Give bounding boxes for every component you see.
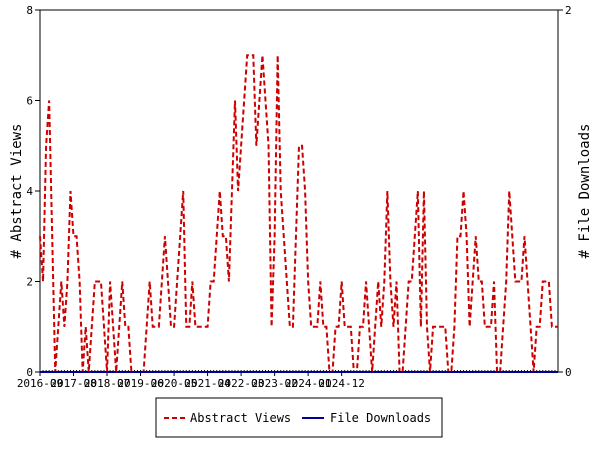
y-left-tick-label: 0 [26,366,33,379]
x-tick-label: 2023-02 [251,377,297,390]
x-tick-label: 2016-09 [17,377,63,390]
x-tick-label: 2019-06 [117,377,163,390]
legend: Abstract Views File Downloads [155,397,443,438]
x-tick-label: 2021-04 [184,377,231,390]
x-tick-label: 2017-08 [50,377,96,390]
x-tick-label: 2022-03 [218,377,264,390]
series-line-abstract-views [39,54,558,373]
x-tick-label: 2018-07 [84,377,130,390]
legend-label-abstract-views: Abstract Views [190,411,291,425]
y-left-tick-label: 2 [26,276,33,289]
x-tick-label: 2024-12 [318,377,364,390]
x-tick-label: 2024-01 [285,377,331,390]
legend-label-file-downloads: File Downloads [330,411,431,425]
y-right-tick-label: 0 [565,366,572,379]
plot-area [39,9,559,373]
y-axis-left-title: # Abstract Views [9,124,25,259]
y-left-tick-label: 4 [26,185,33,198]
y-axis-right: 02 [558,4,572,379]
y-axis-right-title: # File Downloads [577,124,593,259]
y-left-tick-label: 6 [26,95,33,108]
y-axis-left: 0 2 4 6 8 [26,4,40,379]
x-tick-label: 2020-05 [151,377,197,390]
series-layer [39,54,558,373]
legend-box [155,397,443,438]
y-right-tick-label: 2 [565,4,572,17]
y-left-tick-label: 8 [26,4,33,17]
